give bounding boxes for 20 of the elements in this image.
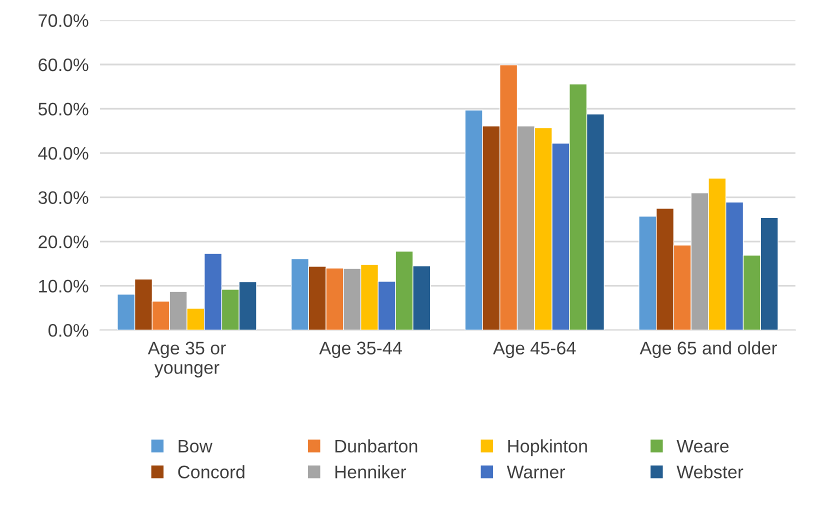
x-tick-label: Age 45-64 xyxy=(493,342,576,358)
legend-label: Dunbarton xyxy=(335,439,418,453)
legend-label: Webster xyxy=(676,465,744,478)
y-tick-label: 50.0% xyxy=(38,102,88,116)
legend-label: Weare xyxy=(676,440,729,453)
x-tick-label: Age 65 and older xyxy=(640,341,777,358)
y-tick-label: 10.0% xyxy=(39,280,88,293)
legend-label: Warner xyxy=(506,466,565,478)
legend-label: Bow xyxy=(178,440,212,453)
legend-label: Concord xyxy=(178,465,244,478)
x-tick-label: Age 35 or younger xyxy=(148,342,226,378)
y-tick-label: 70.0% xyxy=(38,14,88,27)
y-tick-label: 60.0% xyxy=(38,58,88,72)
legend-label: Henniker xyxy=(335,465,406,478)
y-tick-label: 0.0% xyxy=(48,324,88,337)
y-tick-label: 40.0% xyxy=(38,146,88,160)
legend-label: Hopkinton xyxy=(508,439,587,456)
y-tick-label: 20.0% xyxy=(38,235,88,248)
y-tick-label: 30.0% xyxy=(38,191,88,204)
x-tick-label: Age 35-44 xyxy=(319,342,402,358)
